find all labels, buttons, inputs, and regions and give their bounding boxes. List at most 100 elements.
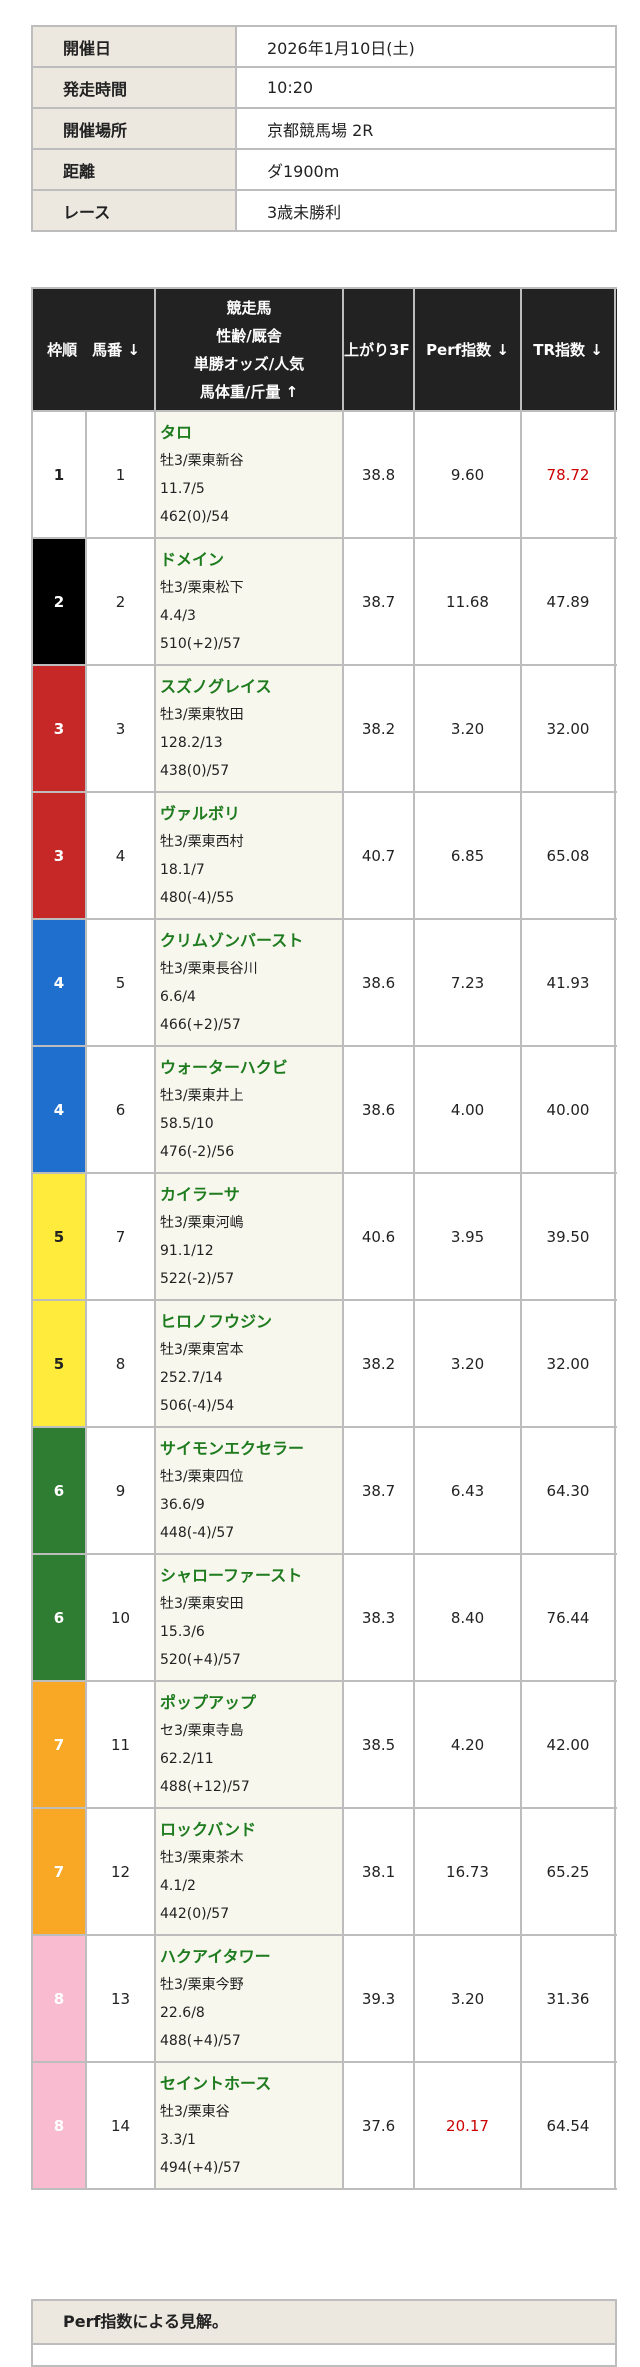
info-value: 10:20 <box>235 66 617 109</box>
horse-cell: タロ 牡3/栗東新谷 11.7/5 462(0)/54 <box>154 410 345 539</box>
hidden-cell <box>614 2061 617 2190</box>
header-tr[interactable]: TR指数 ↓ <box>520 287 617 412</box>
horse-number: 8 <box>84 1299 157 1428</box>
odds-popularity: 91.1/12 <box>160 1242 214 1259</box>
hidden-cell <box>614 1807 617 1936</box>
horse-cell: ヒロノフウジン 牡3/栗東宮本 252.7/14 506(-4)/54 <box>154 1299 345 1428</box>
info-row: 開催日 2026年1月10日(土) <box>31 25 617 68</box>
header-horse[interactable]: 競走馬 性齢/厩舎 単勝オッズ/人気 馬体重/斤量 ↑ <box>154 287 345 412</box>
odds-popularity: 6.6/4 <box>160 988 196 1005</box>
last-3f: 40.6 <box>342 1172 416 1301</box>
race-table-scroll[interactable]: 枠順 馬番 ↓ 競走馬 性齢/厩舎 単勝オッズ/人気 馬体重/斤量 ↑ 上がり3… <box>31 287 617 2224</box>
last-3f: 38.1 <box>342 1807 416 1936</box>
frame-number: 3 <box>31 664 87 793</box>
sex-age-stable: 牡3/栗東新谷 <box>160 452 244 469</box>
info-value: 京都競馬場 2R <box>235 107 617 150</box>
horse-name-link[interactable]: クリムゾンバースト <box>160 930 304 950</box>
perf-index: 16.73 <box>413 1807 523 1936</box>
horse-name-link[interactable]: ポップアップ <box>160 1692 257 1712</box>
race-info-table: 開催日 2026年1月10日(土) 発走時間 10:20 開催場所 京都競馬場 2R 距離ダ… <box>31 25 617 232</box>
frame-number: 7 <box>31 1680 87 1809</box>
perf-index: 3.20 <box>413 1934 523 2063</box>
weight-burden: 494(+4)/57 <box>160 2159 241 2176</box>
info-row: 発走時間 10:20 <box>31 66 617 109</box>
tr-index: 64.54 <box>520 2061 617 2190</box>
horse-cell: ポップアップ セ3/栗東寺島 62.2/11 488(+12)/57 <box>154 1680 345 1809</box>
horse-cell: サイモンエクセラー 牡3/栗東四位 36.6/9 448(-4)/57 <box>154 1426 345 1555</box>
perf-index: 4.20 <box>413 1680 523 1809</box>
weight-burden: 510(+2)/57 <box>160 635 241 652</box>
horse-number: 1 <box>84 410 157 539</box>
tr-index: 42.00 <box>520 1680 617 1809</box>
perf-index: 11.68 <box>413 537 523 666</box>
horse-name-link[interactable]: ロックバンド <box>160 1819 257 1839</box>
horse-name-link[interactable]: ドメイン <box>160 549 225 569</box>
sex-age-stable: 牡3/栗東宮本 <box>160 1341 244 1358</box>
sex-age-stable: 牡3/栗東西村 <box>160 833 244 850</box>
tr-index: 40.00 <box>520 1045 617 1174</box>
horse-cell: ハクアイタワー 牡3/栗東今野 22.6/8 488(+4)/57 <box>154 1934 345 2063</box>
last-3f: 38.5 <box>342 1680 416 1809</box>
header-perf[interactable]: Perf指数 ↓ <box>413 287 523 412</box>
odds-popularity: 4.1/2 <box>160 1877 196 1894</box>
weight-burden: 448(-4)/57 <box>160 1524 235 1541</box>
perf-index: 3.20 <box>413 1299 523 1428</box>
frame-number: 8 <box>31 2061 87 2190</box>
race-entries-table: 枠順 馬番 ↓ 競走馬 性齢/厩舎 単勝オッズ/人気 馬体重/斤量 ↑ 上がり3… <box>31 287 617 2190</box>
last-3f: 39.3 <box>342 1934 416 2063</box>
perf-index: 3.20 <box>413 664 523 793</box>
odds-popularity: 15.3/6 <box>160 1623 205 1640</box>
sex-age-stable: セ3/栗東寺島 <box>160 1722 244 1739</box>
odds-popularity: 11.7/5 <box>160 480 205 497</box>
last-3f: 37.6 <box>342 2061 416 2190</box>
header-last-3f[interactable]: 上がり3F ↓ <box>342 287 416 412</box>
table-row: 7 12 ロックバンド 牡3/栗東茶木 4.1/2 442(0)/57 38.1… <box>31 1807 617 1936</box>
horse-cell: クリムゾンバースト 牡3/栗東長谷川 6.6/4 466(+2)/57 <box>154 918 345 1047</box>
last-3f: 38.6 <box>342 1045 416 1174</box>
frame-number: 6 <box>31 1553 87 1682</box>
horse-name-link[interactable]: ウォーターハクビ <box>160 1057 288 1077</box>
sex-age-stable: 牡3/栗東安田 <box>160 1595 244 1612</box>
horse-name-link[interactable]: ヒロノフウジン <box>160 1311 273 1331</box>
hidden-cell <box>614 1553 617 1682</box>
weight-burden: 488(+4)/57 <box>160 2032 241 2049</box>
tr-index: 47.89 <box>520 537 617 666</box>
last-3f: 38.8 <box>342 410 416 539</box>
table-row: 3 4 ヴァルボリ 牡3/栗東西村 18.1/7 480(-4)/55 40.7… <box>31 791 617 920</box>
header-frame-number[interactable]: 枠順 馬番 ↓ <box>31 287 157 412</box>
hidden-cell <box>614 410 617 539</box>
horse-name-link[interactable]: サイモンエクセラー <box>160 1438 305 1458</box>
horse-name-link[interactable]: カイラーサ <box>160 1184 240 1204</box>
odds-popularity: 4.4/3 <box>160 607 196 624</box>
table-row: 8 14 セイントホース 牡3/栗東谷 3.3/1 494(+4)/57 37.… <box>31 2061 617 2190</box>
sex-age-stable: 牡3/栗東茶木 <box>160 1849 244 1866</box>
sex-age-stable: 牡3/栗東牧田 <box>160 706 244 723</box>
perf-index: 6.85 <box>413 791 523 920</box>
odds-popularity: 58.5/10 <box>160 1115 214 1132</box>
frame-number: 5 <box>31 1172 87 1301</box>
odds-popularity: 62.2/11 <box>160 1750 214 1767</box>
last-3f: 40.7 <box>342 791 416 920</box>
table-row: 8 13 ハクアイタワー 牡3/栗東今野 22.6/8 488(+4)/57 3… <box>31 1934 617 2063</box>
last-3f: 38.7 <box>342 537 416 666</box>
hidden-cell <box>614 791 617 920</box>
horse-name-link[interactable]: シャローファースト <box>160 1565 303 1585</box>
tr-index: 41.93 <box>520 918 617 1047</box>
tr-index: 65.08 <box>520 791 617 920</box>
sex-age-stable: 牡3/栗東井上 <box>160 1087 244 1104</box>
info-label: 開催場所 <box>31 107 237 150</box>
horse-name-link[interactable]: タロ <box>160 422 193 442</box>
horse-name-link[interactable]: スズノグレイス <box>160 676 272 696</box>
horse-name-link[interactable]: ハクアイタワー <box>160 1946 271 1966</box>
horse-cell: セイントホース 牡3/栗東谷 3.3/1 494(+4)/57 <box>154 2061 345 2190</box>
horse-name-link[interactable]: セイントホース <box>160 2073 272 2093</box>
header-horse-line: 馬体重/斤量 ↑ <box>199 382 299 401</box>
horse-number: 7 <box>84 1172 157 1301</box>
horse-name-link[interactable]: ヴァルボリ <box>160 803 241 823</box>
horse-number: 3 <box>84 664 157 793</box>
table-row: 6 9 サイモンエクセラー 牡3/栗東四位 36.6/9 448(-4)/57 … <box>31 1426 617 1555</box>
perf-commentary-title: Perf指数による見解。 <box>33 2301 615 2345</box>
horse-cell: シャローファースト 牡3/栗東安田 15.3/6 520(+4)/57 <box>154 1553 345 1682</box>
weight-burden: 520(+4)/57 <box>160 1651 241 1668</box>
header-horse-line: 性齢/厩舎 <box>216 326 282 345</box>
